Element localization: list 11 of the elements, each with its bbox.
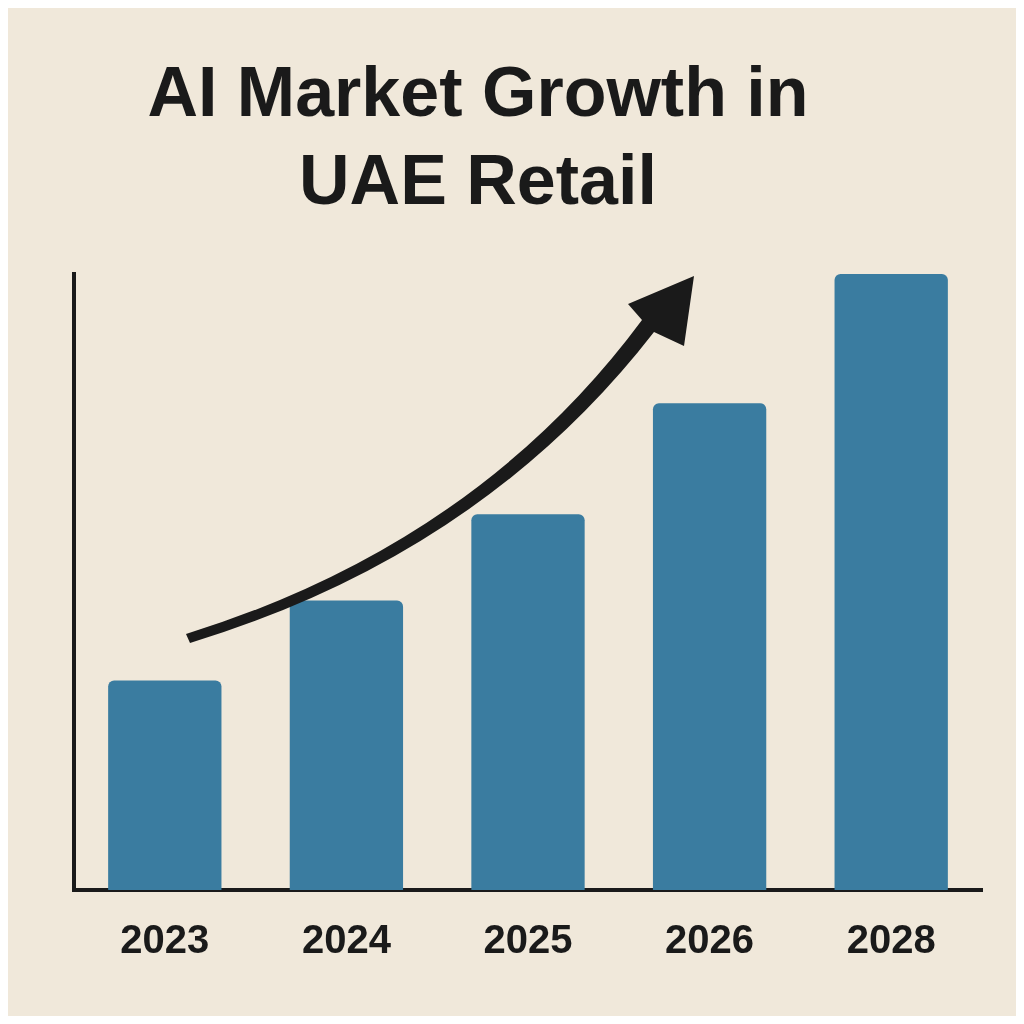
bar bbox=[289, 600, 404, 890]
bar bbox=[834, 274, 948, 890]
x-tick-label: 2025 bbox=[483, 917, 573, 962]
bar bbox=[652, 403, 767, 890]
x-tick-label: 2028 bbox=[846, 917, 936, 962]
x-tick-label: 2023 bbox=[120, 917, 210, 962]
bar bbox=[471, 514, 585, 890]
x-tick-label: 2026 bbox=[665, 917, 755, 962]
chart-title: AI Market Growth in UAE Retail bbox=[146, 52, 810, 221]
bar bbox=[108, 680, 222, 890]
x-tick-label: 2024 bbox=[301, 917, 392, 962]
